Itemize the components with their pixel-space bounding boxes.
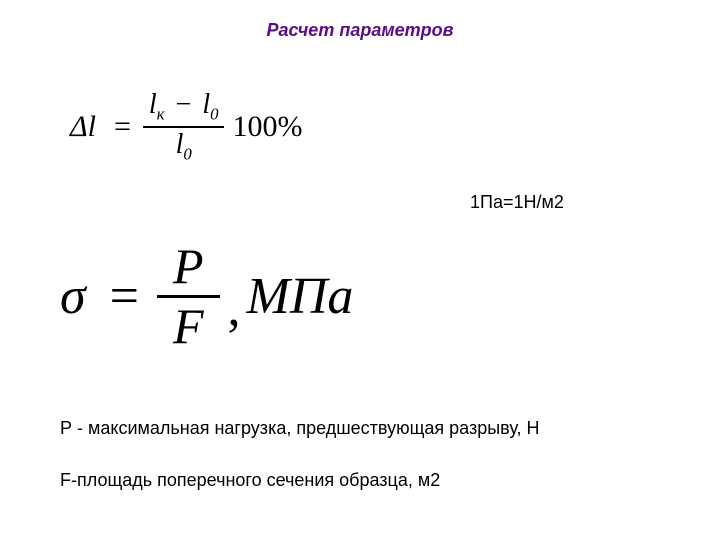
mpa-unit: МПа xyxy=(247,267,354,326)
l-symbol: l xyxy=(88,110,96,143)
minus-sign: − xyxy=(176,89,192,120)
fraction-stress: P F xyxy=(157,240,220,352)
description-p: Р - максимальная нагрузка, предшествующа… xyxy=(60,418,540,439)
page: Расчет параметров Δl = lк − l0 l0 100% 1… xyxy=(0,0,720,540)
page-title: Расчет параметров xyxy=(0,20,720,41)
l-k: lк xyxy=(149,89,165,120)
fraction-numerator: lк − l0 xyxy=(143,90,225,124)
f-denominator: F xyxy=(157,300,220,353)
fraction-elongation: lк − l0 l0 xyxy=(143,90,225,164)
delta-symbol: Δ xyxy=(70,110,88,143)
p-numerator: P xyxy=(157,240,220,293)
description-f: F-площадь поперечного сечения образца, м… xyxy=(60,470,440,491)
equals-sign-2: = xyxy=(110,267,139,326)
unit-note: 1Па=1Н/м2 xyxy=(470,192,564,213)
comma: , xyxy=(228,279,241,352)
formula-stress: σ = P F , МПа xyxy=(60,240,353,352)
formula-elongation: Δl = lк − l0 l0 100% xyxy=(70,90,302,164)
fraction-bar xyxy=(143,126,225,128)
l-0-num: l0 xyxy=(202,89,218,120)
fraction-denominator: l0 xyxy=(170,130,198,164)
delta-l-symbol: Δl xyxy=(70,110,96,144)
l-0-den: l0 xyxy=(176,129,192,160)
hundred-percent: 100% xyxy=(232,110,302,144)
equals-sign: = xyxy=(114,110,131,144)
sigma-symbol: σ xyxy=(60,267,86,326)
